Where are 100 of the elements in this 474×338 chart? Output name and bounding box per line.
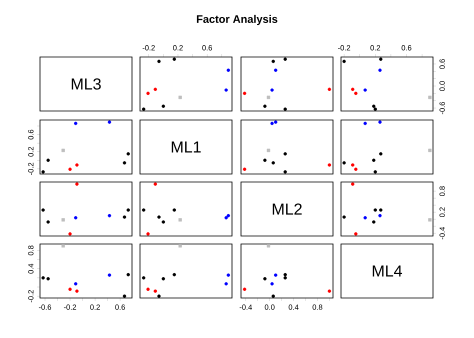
point [68, 232, 72, 236]
point [122, 294, 126, 298]
point [274, 120, 278, 124]
point [242, 168, 246, 171]
point [263, 158, 267, 162]
point [68, 288, 72, 291]
point [378, 214, 382, 218]
point [154, 88, 158, 92]
point [142, 107, 146, 111]
point [284, 107, 287, 111]
point [126, 208, 130, 212]
point [242, 288, 246, 291]
point [374, 107, 378, 111]
point [274, 273, 278, 277]
point [263, 277, 267, 280]
point [363, 122, 367, 126]
point [270, 282, 274, 286]
point [142, 208, 146, 212]
point [46, 277, 50, 280]
point [379, 58, 382, 61]
point [122, 215, 126, 219]
point [363, 88, 367, 92]
point [328, 289, 332, 293]
point [172, 272, 176, 276]
point [46, 158, 50, 162]
point [351, 163, 354, 167]
point [428, 96, 432, 100]
point [75, 163, 79, 167]
point [284, 272, 287, 276]
point [224, 216, 228, 220]
point [108, 214, 112, 218]
point [354, 232, 358, 236]
point [157, 215, 161, 219]
point [162, 104, 166, 108]
point [226, 273, 230, 277]
point [351, 182, 354, 186]
point [428, 148, 432, 152]
point [126, 272, 130, 276]
point [284, 58, 287, 61]
point [146, 92, 150, 96]
point [378, 120, 382, 124]
point [351, 88, 354, 92]
point [74, 282, 78, 286]
point [122, 161, 126, 165]
text: Factor Analysis [196, 14, 278, 26]
point [162, 220, 166, 224]
point [372, 158, 376, 162]
point [354, 168, 358, 171]
point [272, 60, 275, 64]
point [372, 104, 376, 108]
point [178, 218, 182, 222]
point [242, 92, 246, 96]
point [224, 88, 228, 92]
point [270, 122, 274, 126]
point [266, 96, 270, 100]
point [178, 96, 182, 100]
point [146, 232, 150, 236]
point [378, 68, 382, 72]
point [68, 168, 72, 171]
point [142, 276, 146, 280]
point [226, 68, 230, 72]
point [154, 182, 158, 186]
point [379, 152, 382, 156]
text: ML4 [372, 266, 402, 276]
point [61, 244, 65, 248]
point [146, 288, 150, 291]
point [75, 182, 79, 186]
point [172, 208, 176, 212]
point [154, 289, 158, 293]
point [46, 220, 50, 224]
point [428, 218, 432, 222]
point [342, 215, 346, 219]
point [172, 58, 176, 61]
point [157, 60, 161, 64]
point [328, 163, 332, 167]
point [266, 244, 270, 248]
point [61, 148, 65, 152]
point [284, 170, 287, 174]
point [354, 92, 358, 96]
point [226, 214, 230, 218]
point [162, 277, 166, 280]
point [374, 208, 378, 212]
point [108, 120, 112, 124]
point [284, 276, 287, 280]
point [126, 152, 130, 156]
point [328, 88, 332, 92]
point [75, 289, 79, 293]
point [379, 208, 382, 212]
point [263, 104, 267, 108]
point [270, 88, 274, 92]
point [74, 216, 78, 220]
point [272, 294, 275, 298]
point [272, 161, 275, 165]
point [224, 282, 228, 286]
point [41, 208, 45, 212]
point [274, 68, 278, 72]
text: ML3 [72, 78, 101, 90]
point [363, 216, 367, 220]
point [284, 152, 287, 156]
point [266, 148, 270, 152]
